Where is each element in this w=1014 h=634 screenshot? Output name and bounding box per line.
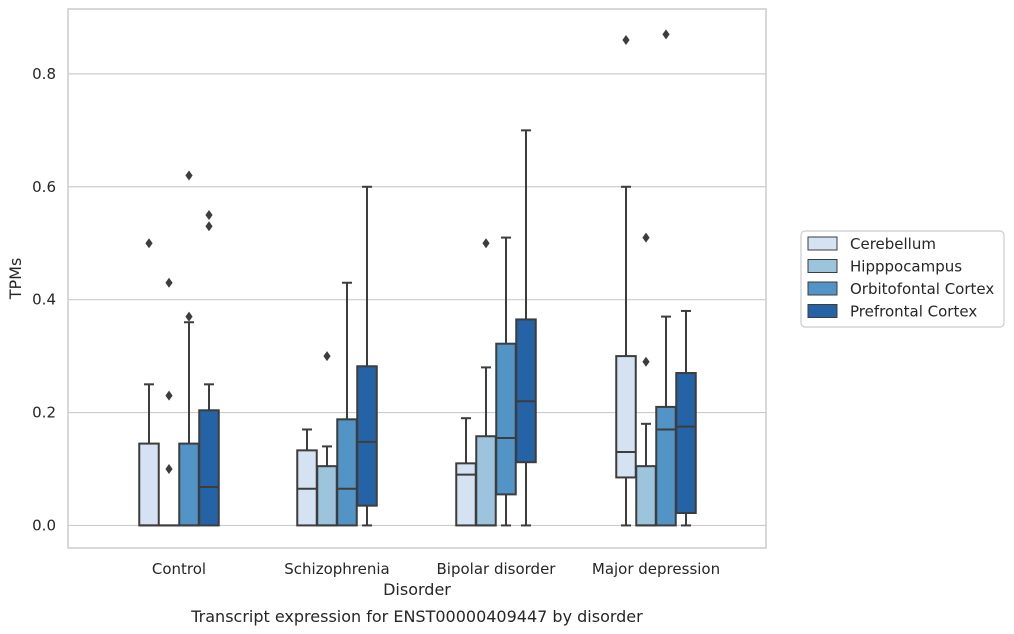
box-body bbox=[316, 465, 338, 527]
box-body bbox=[655, 405, 677, 527]
y-tick-label: 0.4 bbox=[32, 291, 56, 309]
legend: Cerebellum Hipppocampus Orbitofontal Corte… bbox=[800, 230, 1005, 328]
outlier-point bbox=[642, 356, 650, 367]
y-tick-label: 0.0 bbox=[32, 516, 56, 534]
box bbox=[356, 185, 378, 527]
x-axis-ticks: Control Schizophrenia Bipolar disorder Majo… bbox=[152, 560, 720, 578]
outlier-point bbox=[622, 35, 630, 46]
outlier-point bbox=[662, 29, 670, 40]
outlier-point bbox=[205, 210, 213, 221]
box-body bbox=[615, 355, 637, 479]
outlier-point bbox=[205, 221, 213, 232]
x-tick-label: Major depression bbox=[592, 560, 720, 578]
outlier-point bbox=[185, 170, 193, 181]
legend-label: Cerebellum bbox=[850, 235, 936, 253]
box-body bbox=[356, 365, 378, 507]
legend-item: Cerebellum bbox=[807, 235, 936, 253]
outlier-point bbox=[185, 311, 193, 322]
box bbox=[336, 281, 358, 527]
legend-swatch bbox=[807, 281, 838, 296]
y-tick-label: 0.2 bbox=[32, 404, 56, 422]
x-tick-label: Bipolar disorder bbox=[437, 560, 557, 578]
legend-swatch bbox=[807, 236, 838, 251]
box bbox=[138, 238, 160, 527]
box bbox=[615, 35, 637, 527]
x-tick-label: Schizophrenia bbox=[284, 560, 389, 578]
legend-frame bbox=[800, 230, 1005, 328]
x-tick-label: Control bbox=[152, 560, 206, 578]
y-tick-label: 0.6 bbox=[32, 178, 56, 196]
y-axis-title: TPMs bbox=[6, 258, 25, 301]
box bbox=[178, 170, 200, 527]
box bbox=[198, 210, 220, 527]
box bbox=[675, 309, 697, 527]
box bbox=[158, 277, 180, 527]
outlier-point bbox=[145, 238, 153, 249]
box-body bbox=[495, 342, 517, 496]
chart-caption: Transcript expression for ENST0000040944… bbox=[190, 607, 643, 626]
box-body bbox=[455, 462, 477, 527]
box bbox=[296, 428, 318, 527]
box-body bbox=[198, 409, 220, 527]
legend-swatch bbox=[807, 259, 838, 273]
outlier-point bbox=[642, 232, 650, 243]
legend-item: Orbitofontal Cortex bbox=[807, 280, 994, 298]
box-body bbox=[178, 442, 200, 527]
plot-frame bbox=[67, 8, 767, 549]
legend-label: Orbitofontal Cortex bbox=[850, 280, 994, 298]
box-body bbox=[635, 465, 657, 527]
outlier-point bbox=[323, 351, 331, 362]
box bbox=[475, 238, 497, 527]
box bbox=[515, 129, 537, 527]
legend-label: Prefrontal Cortex bbox=[850, 303, 977, 321]
box bbox=[455, 417, 477, 527]
legend-swatch bbox=[807, 304, 838, 318]
box bbox=[655, 29, 677, 527]
plot-area bbox=[138, 29, 697, 527]
outlier-point bbox=[165, 463, 173, 474]
box bbox=[495, 236, 517, 527]
box bbox=[316, 351, 338, 527]
box-body bbox=[138, 442, 160, 527]
legend-label: Hipppocampus bbox=[850, 258, 962, 276]
outlier-point bbox=[165, 390, 173, 401]
outlier-point bbox=[482, 238, 490, 249]
x-axis-title: Disorder bbox=[383, 580, 451, 599]
box-body bbox=[515, 318, 537, 464]
box bbox=[635, 232, 657, 527]
box-body bbox=[336, 418, 358, 527]
box-body bbox=[475, 435, 497, 527]
y-tick-label: 0.8 bbox=[32, 65, 56, 83]
y-axis-ticks: 0.0 0.2 0.4 0.6 0.8 bbox=[32, 65, 56, 535]
legend-item: Prefrontal Cortex bbox=[807, 303, 977, 321]
box-body bbox=[675, 372, 697, 515]
outlier-point bbox=[165, 277, 173, 288]
legend-item: Hipppocampus bbox=[807, 258, 962, 276]
